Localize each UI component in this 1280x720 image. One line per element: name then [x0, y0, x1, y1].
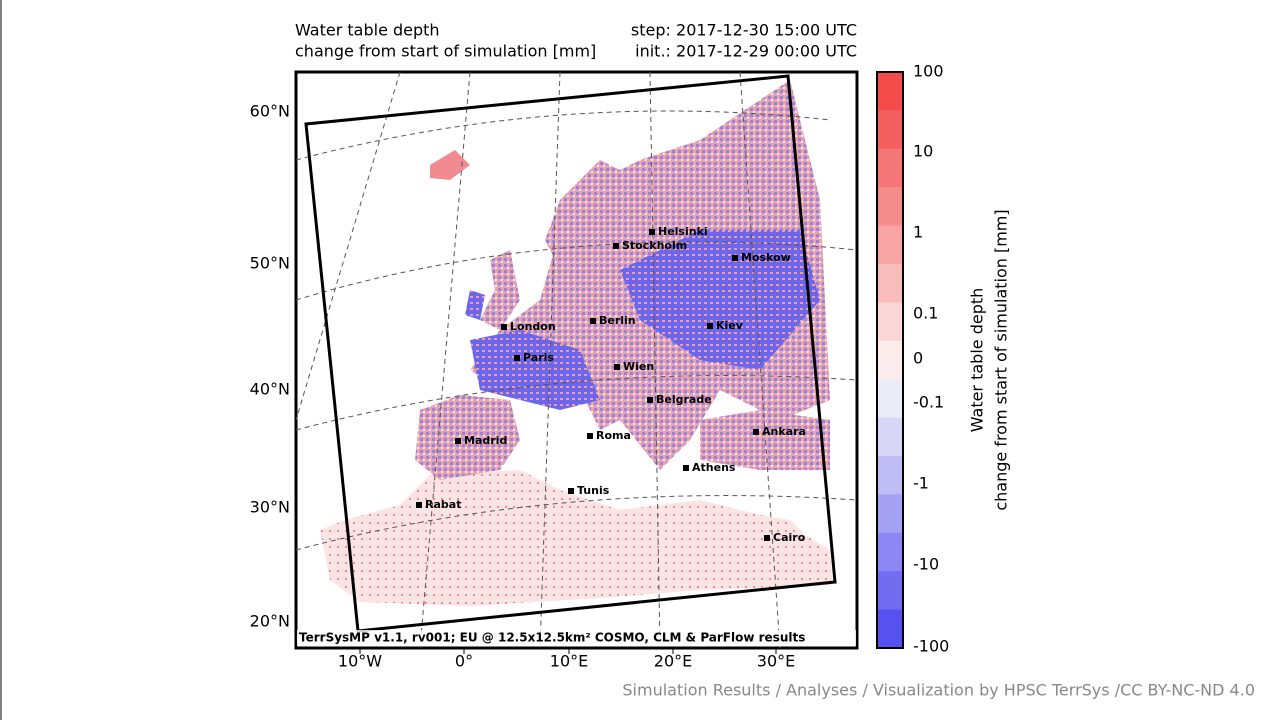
colorbar-segment [877, 609, 903, 649]
city-marker [683, 465, 689, 471]
city-marker [590, 318, 596, 324]
longitude-label: 0° [455, 652, 473, 671]
city-label: Rabat [425, 498, 461, 511]
city-marker [514, 355, 520, 361]
longitude-label: 10°W [338, 652, 382, 671]
title-left: change from start of simulation [mm] [295, 42, 596, 61]
colorbar-segment [877, 302, 903, 342]
colorbar-segment [877, 494, 903, 534]
city-marker [707, 323, 713, 329]
city-label: Stockholm [622, 239, 687, 252]
latitude-label: 20°N [250, 612, 290, 631]
city-marker [649, 229, 655, 235]
city-marker [501, 324, 507, 330]
city-label: Belgrade [656, 393, 712, 406]
colorbar-frame [876, 71, 904, 649]
city-label: London [510, 320, 556, 333]
colorbar-segment [877, 340, 903, 380]
latitude-label: 60°N [250, 102, 290, 121]
model-note: TerrSysMP v1.1, rv001; EU @ 12.5x12.5km²… [299, 631, 805, 645]
city-label: Wien [623, 360, 654, 373]
title-right: step: 2017-12-30 15:00 UTC [631, 21, 857, 40]
colorbar-segment [877, 379, 903, 419]
colorbar-title: change from start of simulation [mm] [992, 209, 1011, 510]
colorbar-segment [877, 225, 903, 265]
colorbar-tick-label: -100 [913, 637, 949, 656]
city-label: Cairo [773, 531, 806, 544]
colorbar-tick-label: -0.1 [913, 393, 944, 412]
longitude-label: 20°E [654, 652, 692, 671]
map [294, 70, 859, 650]
city-label: Paris [523, 351, 554, 364]
colorbar-segment [877, 264, 903, 303]
city-marker [764, 535, 770, 541]
colorbar-segment [877, 532, 903, 572]
city-label: Roma [596, 429, 631, 442]
city-label: Moskow [741, 251, 791, 264]
city-label: Tunis [577, 484, 610, 497]
city-marker [647, 397, 653, 403]
city-marker [753, 429, 759, 435]
city-marker [587, 433, 593, 439]
city-marker [613, 243, 619, 249]
longitude-label: 10°E [550, 652, 588, 671]
longitude-label: 30°E [757, 652, 795, 671]
colorbar-tick-label: 100 [913, 62, 944, 81]
city-marker [416, 502, 422, 508]
colorbar-segment [877, 110, 903, 150]
city-marker [455, 438, 461, 444]
title-left: Water table depth [295, 21, 440, 40]
city-label: Madrid [464, 434, 507, 447]
city-label: Kiev [716, 319, 744, 332]
latitude-label: 50°N [250, 254, 290, 273]
credit: Simulation Results / Analyses / Visualiz… [622, 681, 1255, 700]
city-label: Berlin [599, 314, 636, 327]
colorbar-segment [877, 417, 903, 457]
latitude-label: 40°N [250, 380, 290, 399]
city-label: Helsinki [658, 225, 708, 238]
colorbar-segment [877, 72, 903, 111]
latitude-label: 30°N [250, 498, 290, 517]
city-marker [568, 488, 574, 494]
colorbar-tick-label: 0.1 [913, 304, 938, 323]
colorbar-segment [877, 571, 903, 611]
colorbar-tick-label: -1 [913, 474, 929, 493]
city-label: Ankara [762, 425, 806, 438]
colorbar-segment [877, 148, 903, 188]
city-label: Athens [692, 461, 736, 474]
colorbar-segment [877, 456, 903, 495]
colorbar-tick-label: 1 [913, 223, 923, 242]
colorbar-tick-label: 10 [913, 142, 933, 161]
colorbar-tick-label: -10 [913, 555, 939, 574]
note-bg [297, 630, 856, 646]
title-right: init.: 2017-12-29 00:00 UTC [635, 42, 857, 61]
city-marker [732, 255, 738, 261]
colorbar-title: Water table depth [968, 288, 987, 433]
colorbar-segment [877, 187, 903, 227]
colorbar-tick-label: 0 [913, 349, 923, 368]
city-marker [614, 364, 620, 370]
